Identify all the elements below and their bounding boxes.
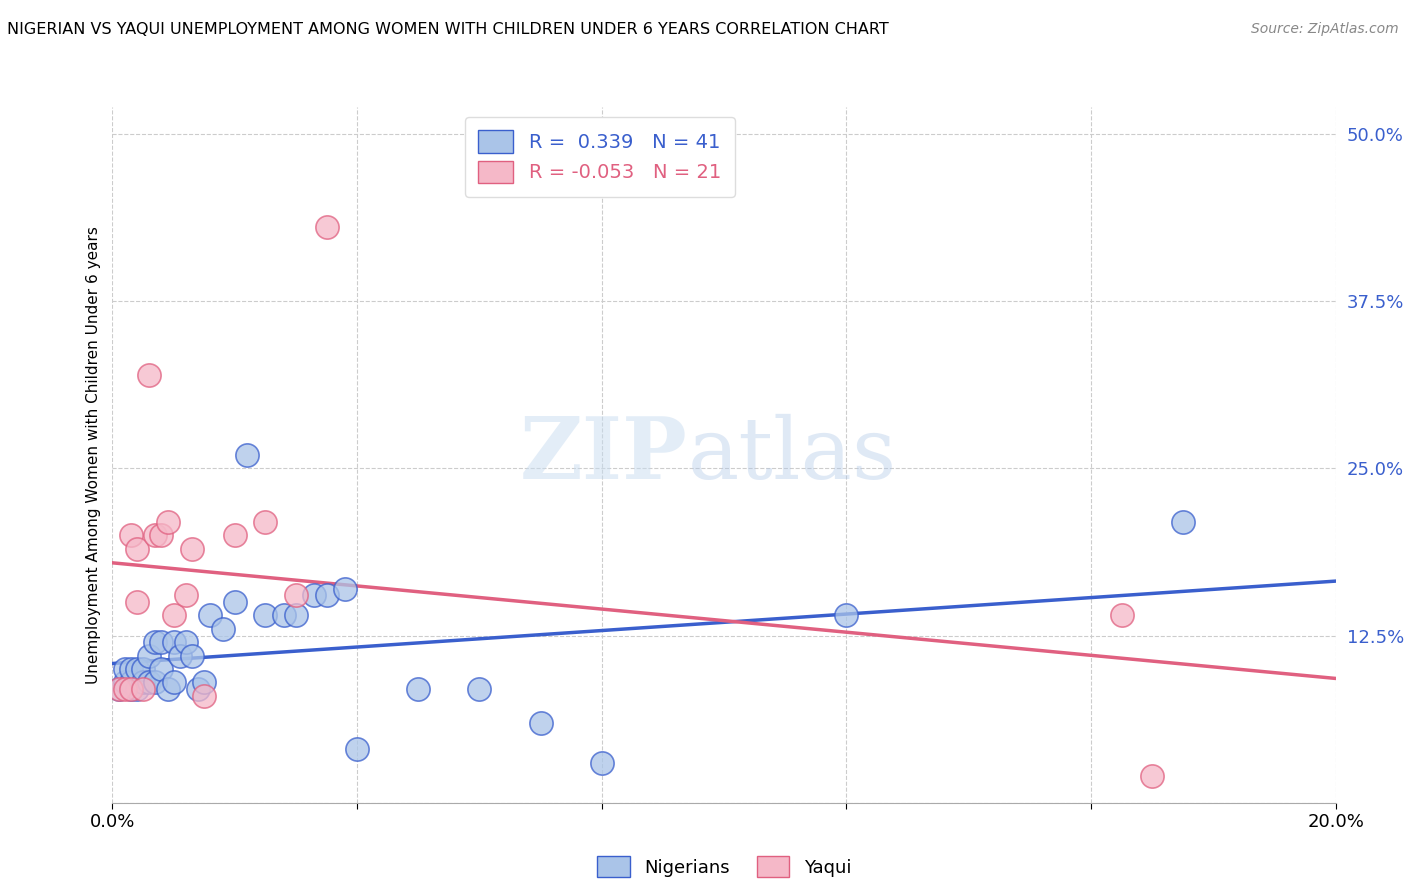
Point (468, 681, 491, 696)
Legend: Nigerians, Yaqui: Nigerians, Yaqui (591, 849, 858, 884)
Point (174, 589, 197, 603)
Point (138, 368, 160, 382)
Point (150, 662, 173, 676)
Point (174, 635, 197, 649)
Point (114, 681, 136, 696)
Point (315, 220, 337, 235)
Point (138, 675, 160, 690)
Point (138, 648, 160, 663)
Point (120, 675, 142, 690)
Point (132, 662, 155, 676)
Point (143, 675, 166, 690)
Point (1171, 515, 1194, 529)
Point (169, 648, 191, 663)
Point (181, 541, 204, 556)
Point (193, 689, 215, 703)
Point (163, 675, 186, 690)
Point (315, 589, 337, 603)
Point (114, 675, 136, 690)
Point (835, 608, 858, 623)
Point (125, 541, 148, 556)
Point (273, 608, 295, 623)
Point (143, 635, 166, 649)
Point (284, 589, 308, 603)
Point (254, 515, 277, 529)
Point (163, 608, 186, 623)
Point (156, 515, 179, 529)
Point (163, 635, 186, 649)
Text: ZIP: ZIP (520, 413, 688, 497)
Point (156, 681, 179, 696)
Point (187, 681, 209, 696)
Point (591, 756, 613, 770)
Point (224, 528, 246, 542)
Point (346, 742, 368, 756)
Point (284, 608, 308, 623)
Point (143, 528, 166, 542)
Point (333, 582, 356, 596)
Point (236, 448, 259, 462)
Point (150, 528, 173, 542)
Point (107, 681, 129, 696)
Point (530, 715, 553, 730)
Point (114, 662, 136, 676)
Text: NIGERIAN VS YAQUI UNEMPLOYMENT AMONG WOMEN WITH CHILDREN UNDER 6 YEARS CORRELATI: NIGERIAN VS YAQUI UNEMPLOYMENT AMONG WOM… (7, 22, 889, 37)
Y-axis label: Unemployment Among Women with Children Under 6 years: Unemployment Among Women with Children U… (86, 226, 101, 684)
Point (125, 662, 148, 676)
Point (125, 681, 148, 696)
Point (1142, 769, 1164, 783)
Text: Source: ZipAtlas.com: Source: ZipAtlas.com (1251, 22, 1399, 37)
Point (193, 675, 215, 690)
Point (120, 681, 142, 696)
Point (120, 528, 142, 542)
Point (125, 595, 148, 609)
Point (200, 608, 222, 623)
Point (132, 675, 155, 690)
Point (254, 608, 277, 623)
Text: atlas: atlas (688, 413, 897, 497)
Point (150, 635, 173, 649)
Point (408, 681, 430, 696)
Point (304, 589, 326, 603)
Point (120, 662, 142, 676)
Point (132, 681, 155, 696)
Point (107, 681, 129, 696)
Point (211, 622, 233, 636)
Point (1111, 608, 1133, 623)
Point (224, 595, 246, 609)
Point (181, 648, 204, 663)
Point (120, 681, 142, 696)
